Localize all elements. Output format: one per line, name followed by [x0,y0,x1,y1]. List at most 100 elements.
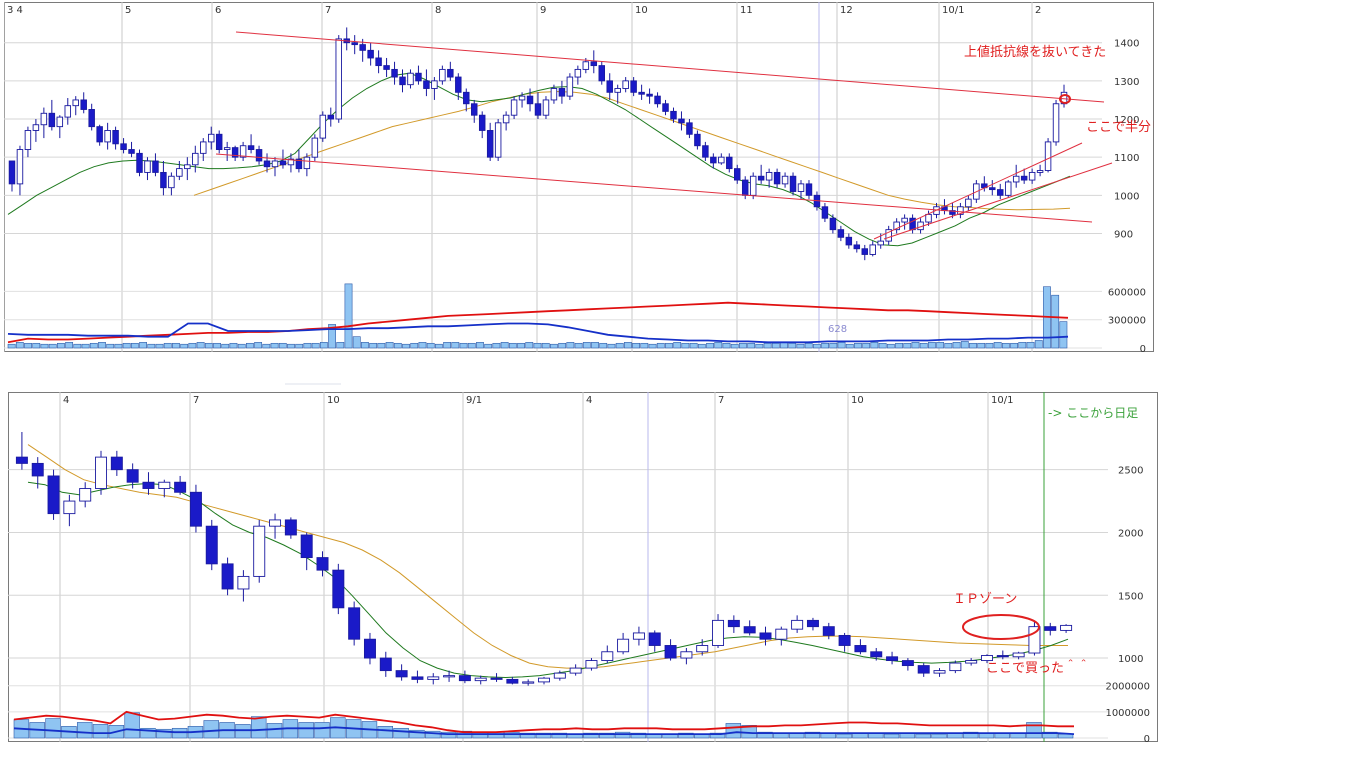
x-tick-label: 10 [635,5,648,16]
volume-bar [344,283,353,349]
volume-bar [130,342,139,349]
candle-up [791,619,804,630]
x-tick-label: 9/1 [466,395,482,406]
candle-up [622,80,629,89]
volume-bar [140,727,156,739]
y-tick-label: 900 [1114,229,1133,240]
candle-up [24,130,32,150]
y-tick-label: 1200 [1114,115,1139,126]
candle-down [726,156,733,170]
candle-down [806,619,819,628]
candle-up [1004,181,1012,196]
volume-bar [804,342,813,349]
volume-bar [451,342,460,349]
volume-bar [172,342,180,349]
candle-down [1020,175,1028,181]
candle-down [678,118,685,124]
volume-tick-label: 600000 [1108,287,1146,298]
volume-bar [962,731,979,739]
annotation-text: ここで半分リカクした＾＾ [1086,118,1154,135]
volume-bar [180,343,189,349]
candle-down [395,670,408,678]
y-tick-label: 1100 [1114,153,1139,164]
candle-up [207,133,215,143]
chart-top-svg: 3 4 5 6 7 8 9 10 11 12 10/1 2 900 1000 1100 1200 1300 14… [3,2,1242,355]
volume-bar [599,342,608,349]
candle-up [443,675,456,678]
candle-up [311,137,319,158]
candle-down [854,645,867,653]
candle-up [1036,170,1044,173]
volume-bar [870,342,879,349]
candle-up [749,175,757,196]
y-tick-label: 1500 [1118,591,1143,602]
volume-bar [558,342,567,349]
volume-bar [517,342,525,349]
candle-up [287,158,295,166]
candle-down [447,68,454,78]
candle-down [379,657,392,672]
volume-ma-blue-line [13,726,1075,736]
candle-down [837,229,845,238]
volume-bar [235,724,251,739]
volume-bar [92,724,109,739]
candle-up [797,183,805,192]
candle-up [1012,175,1020,183]
volume-bar [1059,321,1068,349]
y-tick-label: 2500 [1118,466,1143,477]
candle-up [239,145,247,158]
candle-up [144,160,151,173]
volume-bar [944,342,953,349]
candle-down [664,645,677,659]
candle-up [893,221,900,231]
candle-up [1028,171,1036,181]
volume-bar [76,722,93,739]
volume-bar [582,342,591,349]
volume-bar [1010,342,1018,349]
volume-bar [1026,722,1042,739]
volume-bar [500,342,509,349]
candle-down [8,160,16,185]
volume-bar [492,342,501,349]
candle-up [223,147,231,150]
volume-bar [476,342,484,349]
volume-bar [1042,731,1058,739]
highlight-circle [1059,94,1071,104]
candle-up [1044,141,1052,171]
candle-down [506,678,519,684]
candle-down [901,660,914,667]
volume-bar [377,726,394,739]
candle-down [949,210,956,215]
candle-up [542,99,550,116]
volume-bar [213,342,221,349]
candle-down [638,91,645,95]
volume-tick-label: 1000000 [1105,708,1150,719]
candle-down [231,147,239,158]
candle-up [502,114,510,124]
candle-up [574,68,582,78]
volume-bar [319,342,328,349]
volume-bar [504,731,520,739]
candle-down [741,179,749,196]
x-tick-label: 5 [125,5,131,16]
candle-up [632,632,645,640]
volume-bar [298,722,314,739]
candle-down [558,88,566,97]
volume-bar [630,732,647,739]
volume-bar [931,733,947,739]
candle-up [64,105,72,118]
candle-down [606,80,613,93]
volume-bar [697,343,706,349]
candle-up [407,72,414,86]
volume-bar [788,342,797,349]
candle-up [696,645,709,653]
volume-bar [467,342,476,349]
candle-down [367,49,374,59]
ma-long-line [193,90,1071,211]
volume-bar [599,732,615,739]
x-tick-label: 10/1 [991,395,1013,406]
x-tick-label: 3 4 [7,5,23,16]
volume-bar [936,342,945,349]
candle-up [56,116,64,128]
candle-down [363,638,376,659]
